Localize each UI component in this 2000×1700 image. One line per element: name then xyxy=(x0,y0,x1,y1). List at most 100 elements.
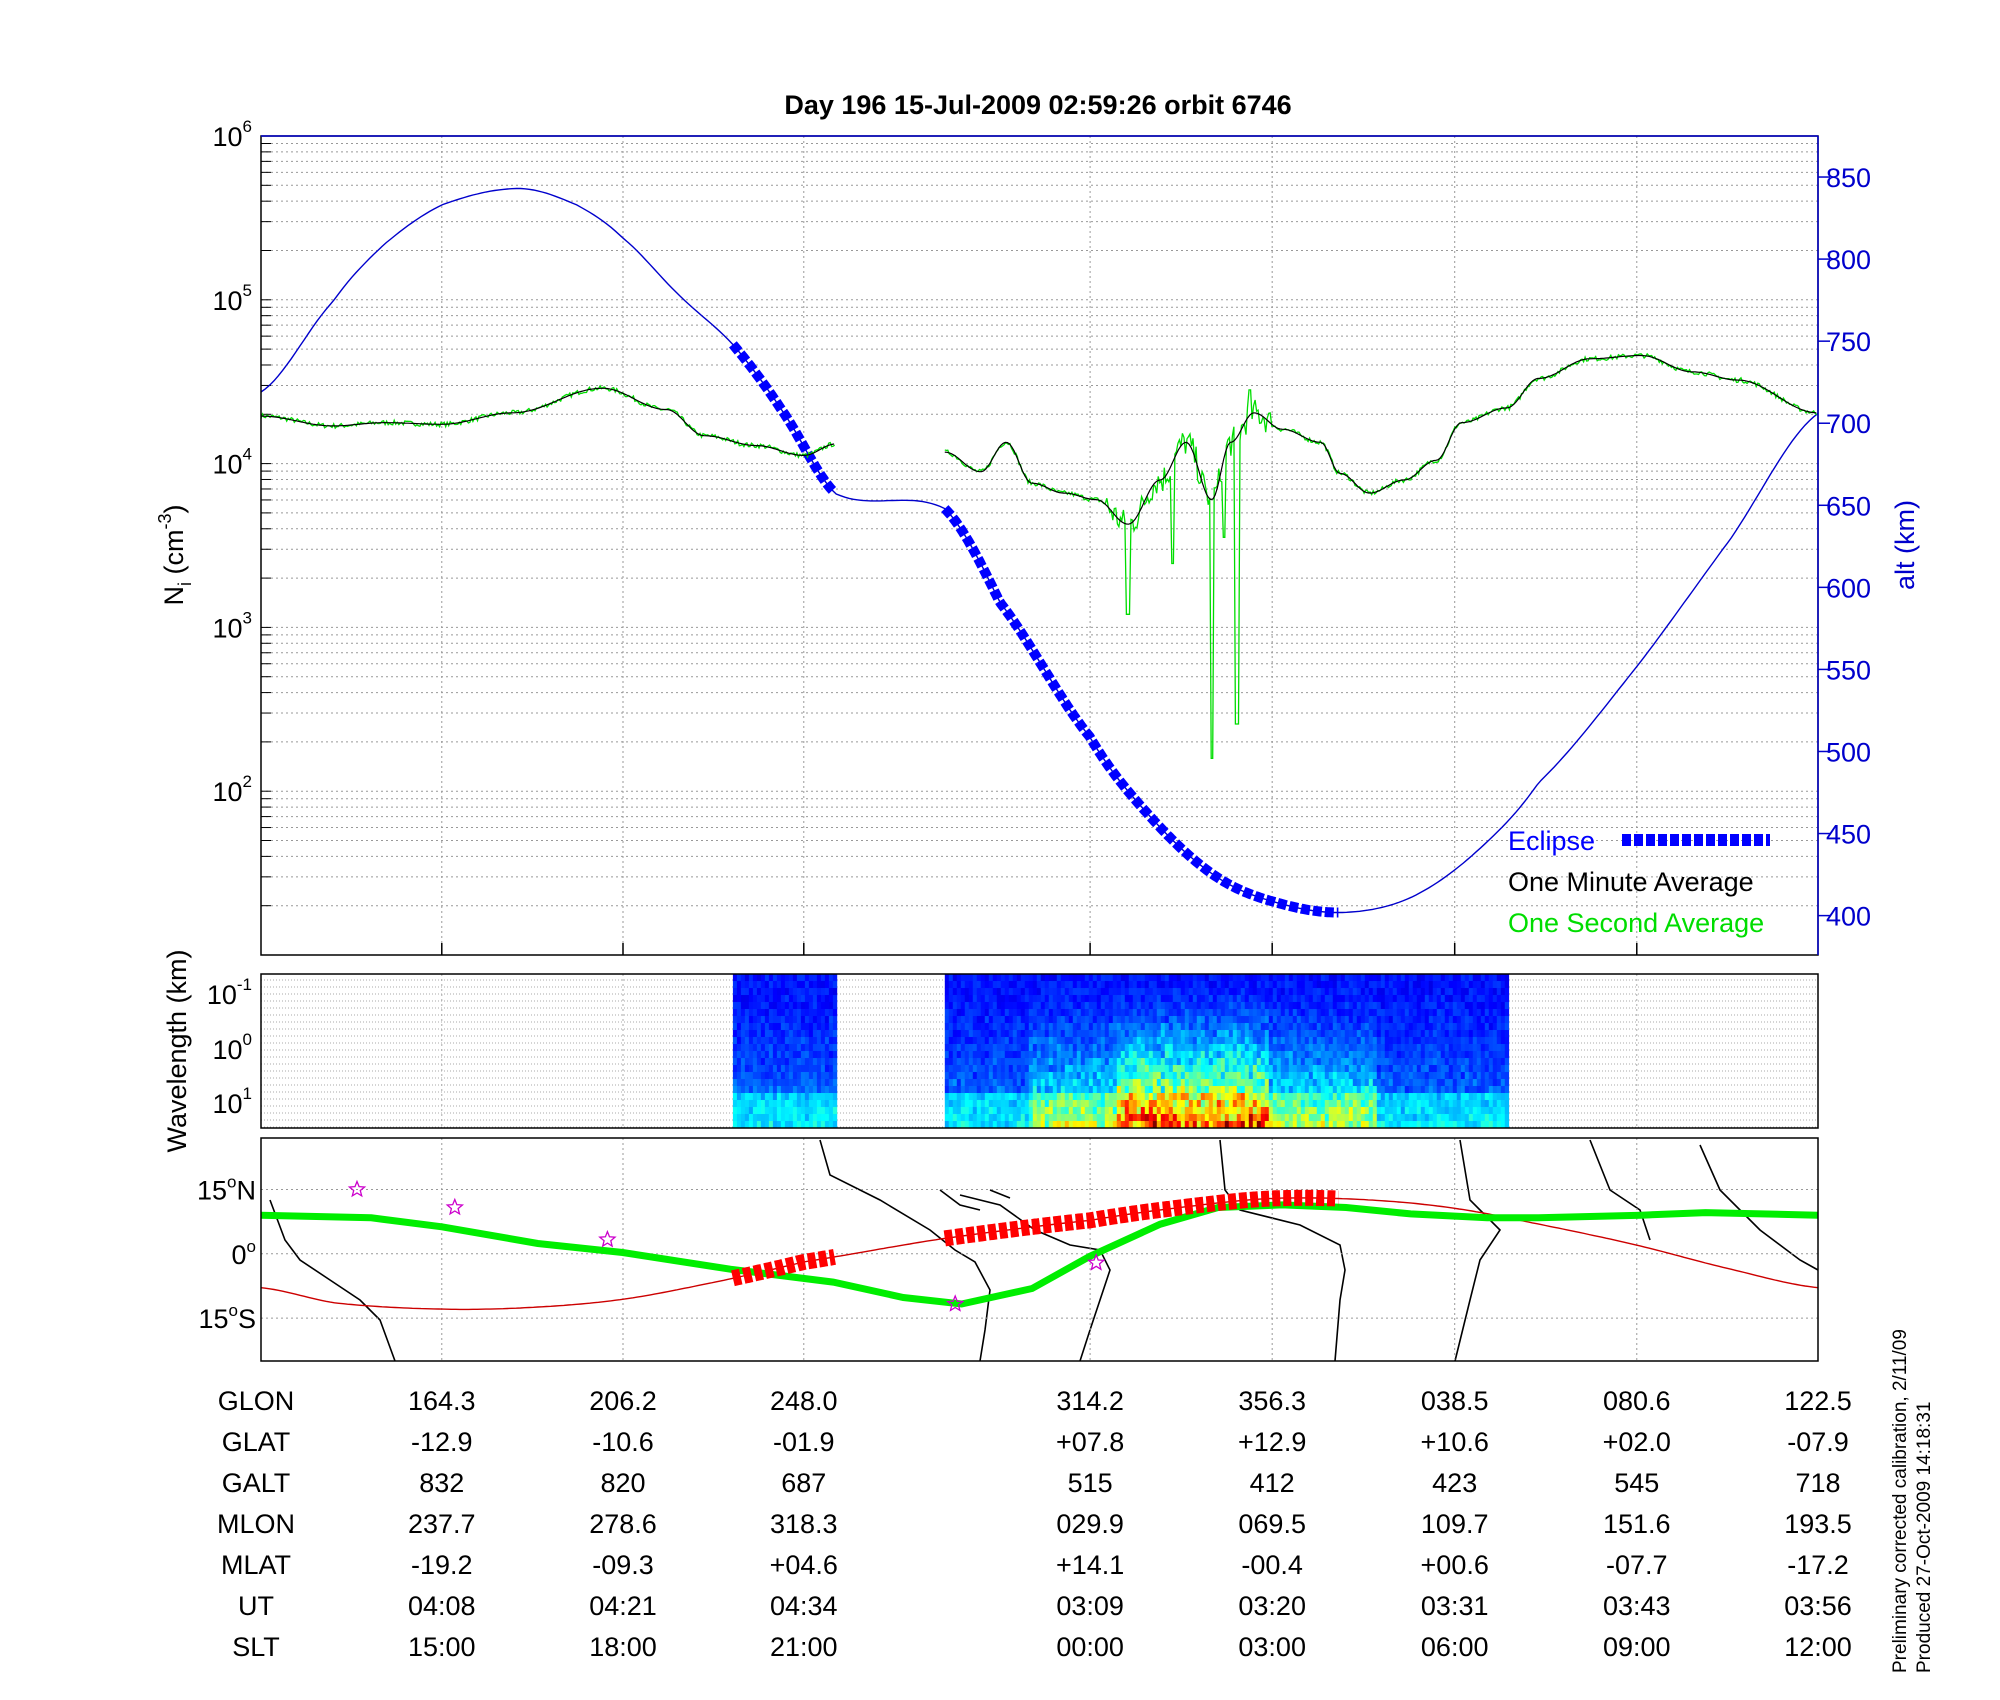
spectrogram-cell xyxy=(968,1093,974,1101)
spectrogram-cell xyxy=(1312,1079,1318,1087)
spectrogram-cell xyxy=(944,1058,950,1066)
spectrogram-cell xyxy=(1428,1100,1434,1108)
spectrogram-cell xyxy=(1004,1051,1010,1059)
spectrogram-cell xyxy=(1168,974,1174,982)
spectrogram-cell xyxy=(788,1100,794,1108)
spectrogram-cell xyxy=(1388,1044,1394,1052)
spectrogram-cell xyxy=(1160,1058,1166,1066)
spectrogram-cell xyxy=(752,1079,758,1087)
spectrogram-cell xyxy=(1416,1023,1422,1031)
spectrogram-cell xyxy=(1020,1086,1026,1094)
spectrogram-cell xyxy=(756,988,762,996)
spectrogram-cell xyxy=(1100,995,1106,1003)
spectrogram-cell xyxy=(1260,995,1266,1003)
spectrogram-cell xyxy=(1320,1044,1326,1052)
spectrogram-cell xyxy=(1316,1086,1322,1094)
spectrogram-cell xyxy=(980,1072,986,1080)
spectrogram-cell xyxy=(1032,1093,1038,1101)
spectrogram-cell xyxy=(1164,981,1170,989)
spectrogram-cell xyxy=(1248,1114,1254,1122)
spectrogram-cell xyxy=(792,1072,798,1080)
spectrogram-cell xyxy=(1308,988,1314,996)
spectrogram-cell xyxy=(1280,981,1286,989)
spectrogram-cell xyxy=(1300,1065,1306,1073)
spectrogram-cell xyxy=(748,1121,754,1129)
spectrogram-cell xyxy=(1428,1016,1434,1024)
spectrogram-cell xyxy=(796,1107,802,1115)
spectrogram-cell xyxy=(1160,1044,1166,1052)
spectrogram-cell xyxy=(760,1023,766,1031)
cell-value: 820 xyxy=(600,1468,645,1498)
spectrogram-cell xyxy=(1168,1072,1174,1080)
spectrogram-cell xyxy=(1352,1009,1358,1017)
spectrogram-cell xyxy=(960,1079,966,1087)
spectrogram-cell xyxy=(972,1072,978,1080)
spectrogram-cell xyxy=(972,1100,978,1108)
spectrogram-cell xyxy=(788,1107,794,1115)
spectrogram-cell xyxy=(1064,1114,1070,1122)
spectrogram-cell xyxy=(1352,1100,1358,1108)
spectrogram-cell xyxy=(968,1114,974,1122)
spectrogram-cell xyxy=(732,1114,738,1122)
spectrogram-cell xyxy=(1292,1100,1298,1108)
spectrogram-cell xyxy=(1080,1009,1086,1017)
spectrogram-cell xyxy=(1252,1051,1258,1059)
spectrogram-cell xyxy=(944,1051,950,1059)
spectrogram-cell xyxy=(968,1121,974,1129)
spectrogram-cell xyxy=(1068,1100,1074,1108)
spectrogram-cell xyxy=(1324,1037,1330,1045)
spectrogram-cell xyxy=(1272,1072,1278,1080)
spectrogram-cell xyxy=(1468,1100,1474,1108)
spectrogram-cell xyxy=(1396,1016,1402,1024)
spectrogram-cell xyxy=(752,981,758,989)
spectrogram-cell xyxy=(1228,988,1234,996)
spectrogram-cell xyxy=(1028,1079,1034,1087)
spectrogram-cell xyxy=(1144,1100,1150,1108)
spectrogram-cell xyxy=(1432,1051,1438,1059)
spectrogram-cell xyxy=(972,1121,978,1129)
spectrogram-cell xyxy=(1496,981,1502,989)
spectrogram-cell xyxy=(740,1093,746,1101)
spectrogram-cell xyxy=(808,1093,814,1101)
spectrogram-cell xyxy=(764,1114,770,1122)
spectrogram-cell xyxy=(1072,981,1078,989)
spectrogram-cell xyxy=(1416,1079,1422,1087)
spectrogram-cell xyxy=(1188,1044,1194,1052)
spectrogram-cell xyxy=(964,1093,970,1101)
spectrogram-cell xyxy=(1436,1065,1442,1073)
spectrogram-cell xyxy=(1304,1072,1310,1080)
spectrogram-cell xyxy=(1200,1114,1206,1122)
spectrogram-cell xyxy=(1364,1114,1370,1122)
map-area xyxy=(261,1138,1818,1361)
spectrogram-cell xyxy=(1328,1030,1334,1038)
spectrogram-cell xyxy=(1428,1079,1434,1087)
spectrogram-cell xyxy=(776,1072,782,1080)
spectrogram-cell xyxy=(1124,1100,1130,1108)
spectrogram-cell xyxy=(1328,1016,1334,1024)
spectrogram-cell xyxy=(1364,1093,1370,1101)
spectrogram-cell xyxy=(736,1065,742,1073)
spectrogram-cell xyxy=(820,1030,826,1038)
spectrogram-cell xyxy=(1472,1023,1478,1031)
spectrogram-cell xyxy=(1148,1072,1154,1080)
spectrogram-cell xyxy=(1272,1114,1278,1122)
spectrogram-cell xyxy=(1012,1058,1018,1066)
spectrogram-cell xyxy=(1420,1121,1426,1129)
spectrogram-cell xyxy=(1396,1072,1402,1080)
spectrogram-cell xyxy=(772,988,778,996)
spectrogram-cell xyxy=(1184,1002,1190,1010)
spectrogram-cell xyxy=(1164,1100,1170,1108)
spectrogram-cell xyxy=(1216,1009,1222,1017)
spectrogram-cell xyxy=(1420,1002,1426,1010)
spectrogram-cell xyxy=(984,1121,990,1129)
spectrogram-cell xyxy=(1244,1030,1250,1038)
spectrogram-cell xyxy=(1016,1037,1022,1045)
spectrogram-cell xyxy=(1328,1023,1334,1031)
spectrogram-cell xyxy=(824,1065,830,1073)
spectrogram-cell xyxy=(1096,1121,1102,1129)
map-frame xyxy=(260,1137,1819,1362)
spectrogram-cell xyxy=(1288,1023,1294,1031)
spectrogram-cell xyxy=(944,1065,950,1073)
spectrogram-cell xyxy=(1252,1058,1258,1066)
spectrogram-cell xyxy=(1396,1058,1402,1066)
